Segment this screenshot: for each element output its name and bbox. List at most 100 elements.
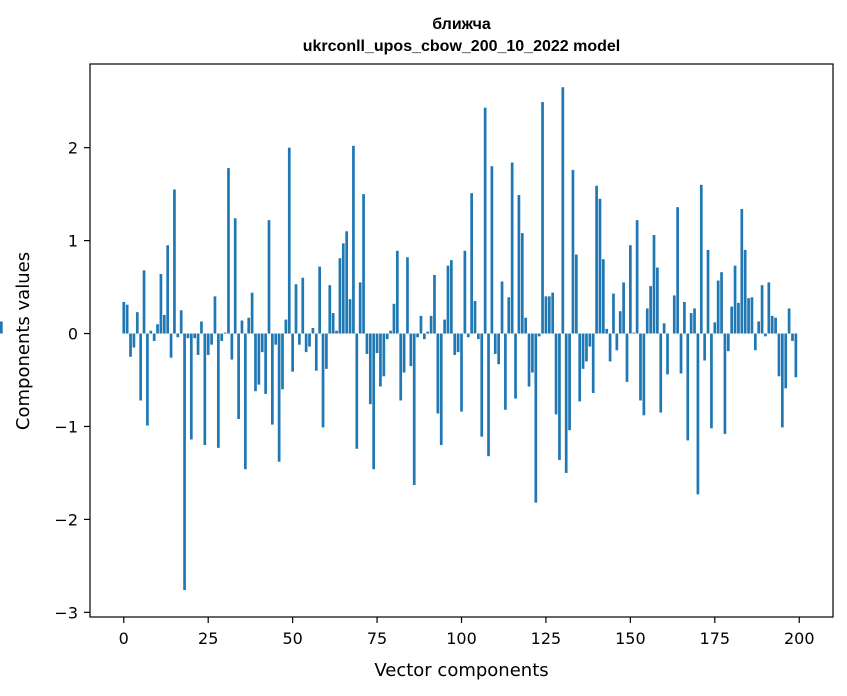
- bar: [615, 333, 619, 351]
- bar: [304, 333, 308, 353]
- bar: [737, 302, 740, 334]
- bar: [129, 333, 132, 357]
- bar: [385, 333, 389, 340]
- bar: [767, 282, 771, 334]
- bar: [210, 333, 213, 345]
- bar: [564, 333, 568, 473]
- bar: [446, 265, 450, 334]
- bar: [774, 317, 777, 334]
- bar: [574, 254, 578, 334]
- bar: [480, 333, 484, 437]
- bar: [740, 208, 744, 334]
- bar: [426, 331, 430, 334]
- bar: [331, 313, 335, 334]
- bar: [450, 260, 453, 334]
- bar: [227, 168, 230, 334]
- bar: [260, 333, 264, 353]
- bar: [612, 293, 615, 334]
- bar: [531, 333, 534, 373]
- bar: [244, 333, 247, 470]
- bar: [321, 333, 325, 428]
- bar: [189, 333, 193, 440]
- x-axis-ticks: 0 25 50 75 100 125 150 175 200: [119, 617, 815, 648]
- bar: [250, 292, 254, 334]
- bar: [186, 333, 190, 339]
- x-tick-label: 150: [615, 629, 646, 648]
- bar: [520, 233, 524, 334]
- bar: [193, 333, 197, 339]
- bar: [784, 333, 788, 389]
- bar: [284, 319, 288, 334]
- bar: [308, 333, 311, 347]
- y-axis-ticks: −3 −2 −1 0 1 2: [54, 139, 90, 622]
- bar: [470, 193, 473, 334]
- bar: [183, 333, 186, 591]
- bar: [298, 333, 301, 345]
- bar: [713, 322, 717, 334]
- bar: [254, 333, 257, 392]
- bar: [517, 195, 521, 334]
- bar: [750, 297, 754, 334]
- bar: [395, 250, 399, 334]
- bar: [294, 284, 298, 334]
- bar: [196, 333, 200, 355]
- bar: [473, 301, 477, 334]
- bar: [122, 301, 126, 334]
- bar: [787, 308, 791, 334]
- bar: [206, 333, 210, 355]
- y-tick-label: −2: [54, 510, 78, 529]
- y-tick-label: 1: [68, 232, 78, 251]
- bar: [166, 245, 170, 334]
- bar: [223, 332, 227, 334]
- bar: [443, 319, 446, 334]
- bar: [706, 249, 710, 334]
- bar: [652, 235, 656, 334]
- bar: [591, 333, 595, 394]
- bar: [240, 320, 244, 334]
- bar: [146, 333, 149, 426]
- bar: [382, 333, 386, 377]
- y-tick-label: −3: [54, 603, 78, 622]
- bar: [585, 333, 588, 362]
- bar: [659, 333, 663, 413]
- bar: [230, 333, 234, 360]
- bar: [581, 333, 585, 369]
- bar: [392, 303, 396, 334]
- bar: [696, 333, 700, 495]
- x-tick-label: 75: [367, 629, 387, 648]
- bar: [601, 259, 605, 334]
- bar: [456, 333, 460, 353]
- bar: [335, 330, 338, 334]
- bar: [233, 218, 237, 334]
- bar: [760, 285, 764, 334]
- bar: [686, 333, 690, 441]
- bar: [162, 314, 166, 334]
- bar: [416, 333, 419, 338]
- bar: [720, 272, 723, 334]
- bar: [412, 333, 416, 486]
- bar: [541, 102, 544, 334]
- bar: [656, 267, 659, 334]
- bar: [497, 333, 500, 365]
- bar: [642, 333, 646, 416]
- bar: [169, 333, 173, 358]
- bars-group: [0, 87, 798, 591]
- bar: [125, 304, 129, 334]
- bar: [639, 333, 642, 401]
- bar: [578, 333, 582, 402]
- bar: [453, 333, 457, 355]
- bar: [325, 333, 328, 369]
- bar: [433, 274, 436, 334]
- bar: [375, 333, 379, 354]
- bar: [770, 315, 774, 334]
- bar: [598, 198, 602, 334]
- bar: [568, 333, 571, 431]
- bar: [676, 207, 679, 334]
- bar: [216, 333, 220, 448]
- bar: [314, 333, 318, 371]
- bar: [328, 285, 332, 334]
- bar: [439, 333, 443, 446]
- bar: [618, 311, 622, 334]
- bar: [173, 189, 176, 334]
